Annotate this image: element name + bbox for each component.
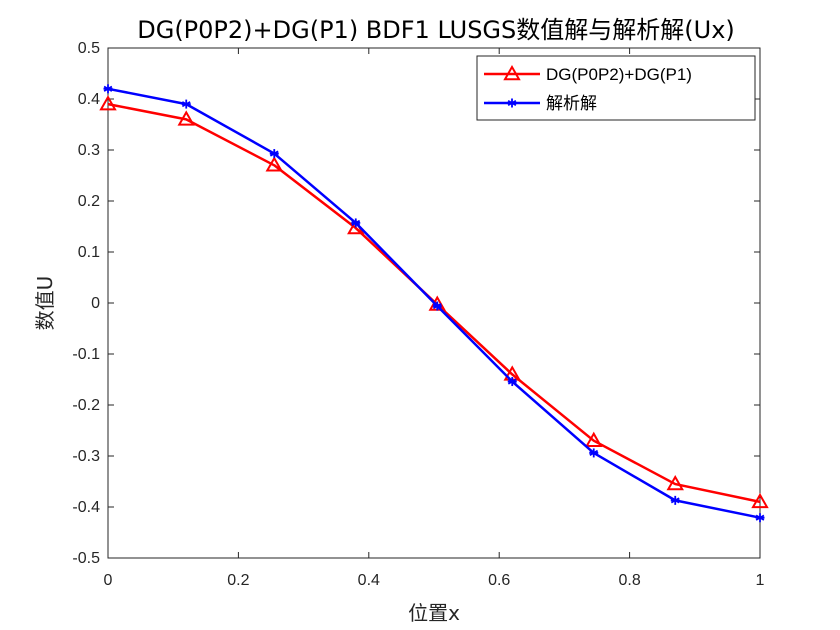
data-point-1 xyxy=(507,377,517,387)
data-point-1 xyxy=(181,99,191,109)
data-point-1 xyxy=(269,149,279,159)
series-1 xyxy=(103,84,765,523)
legend-label: 解析解 xyxy=(546,94,597,113)
y-tick-label: 0.5 xyxy=(78,40,100,57)
y-tick-label: -0.2 xyxy=(72,397,100,414)
legend-marker xyxy=(507,98,517,108)
y-tick-label: -0.3 xyxy=(72,448,100,465)
legend: DG(P0P2)+DG(P1) 解析解 xyxy=(476,55,756,121)
y-tick-label: -0.5 xyxy=(72,550,100,567)
data-point-1 xyxy=(670,495,680,505)
data-point-0 xyxy=(265,156,283,172)
y-tick-label: 0.3 xyxy=(78,142,100,159)
chart-title: DG(P0P2)+DG(P1) BDF1 LUSGS数值解与解析解(Ux) xyxy=(137,16,735,44)
data-point-1 xyxy=(589,448,599,458)
data-point-0 xyxy=(585,431,603,447)
y-tick-label: -0.1 xyxy=(72,346,100,363)
series-layer xyxy=(99,84,769,523)
data-point-1 xyxy=(351,218,361,228)
data-point-0 xyxy=(177,110,195,126)
y-tick-label: 0.1 xyxy=(78,244,100,261)
legend-item-1: 解析解 xyxy=(484,94,597,113)
data-point-1 xyxy=(103,84,113,94)
y-tick-label: 0 xyxy=(91,295,100,312)
x-tick-label: 0.6 xyxy=(488,572,510,589)
x-axis-label: 位置x xyxy=(408,601,460,625)
data-point-1 xyxy=(755,513,765,523)
data-point-0 xyxy=(751,492,769,509)
y-tick-label: 0.2 xyxy=(78,193,100,210)
data-point-0 xyxy=(666,475,684,491)
x-tick-label: 0 xyxy=(104,572,113,589)
legend-marker xyxy=(503,64,521,81)
y-axis: 0.5 0.4 0.3 0.2 0.1 0 -0.1 -0.2 -0.3 -0.4 -0.5 xyxy=(72,40,760,567)
legend-box xyxy=(476,55,756,121)
x-axis: 0 0.2 0.4 0.6 0.8 1 xyxy=(104,48,765,589)
x-tick-label: 0.8 xyxy=(618,572,640,589)
legend-item-0: DG(P0P2)+DG(P1) xyxy=(484,64,692,84)
data-point-0 xyxy=(99,95,117,111)
y-tick-label: 0.4 xyxy=(78,91,100,108)
data-point-1 xyxy=(432,301,442,311)
y-axis-label: 数值U xyxy=(33,276,57,331)
x-tick-label: 0.2 xyxy=(227,572,249,589)
y-tick-label: -0.4 xyxy=(72,499,100,516)
x-tick-label: 0.4 xyxy=(358,572,380,589)
legend-label: DG(P0P2)+DG(P1) xyxy=(546,65,692,84)
x-tick-label: 1 xyxy=(756,572,765,589)
